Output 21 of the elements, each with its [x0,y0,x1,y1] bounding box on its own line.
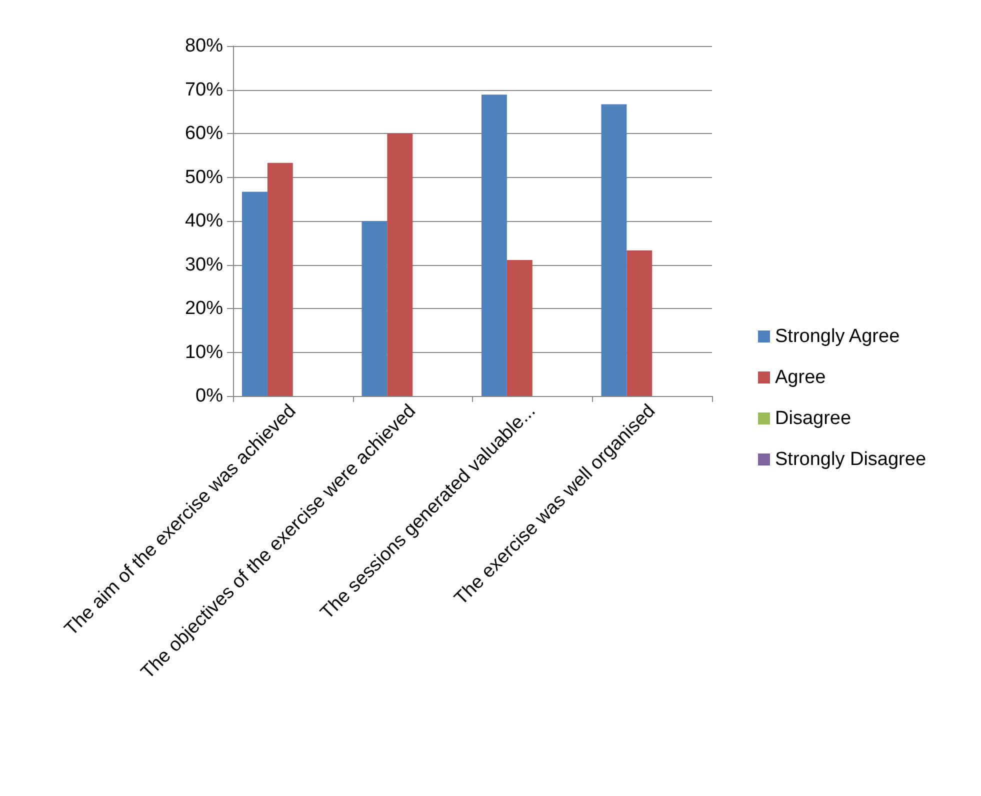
y-tick-label: 40% [184,210,224,232]
y-tick-label: 0% [196,386,224,406]
y-tick-label: 20% [184,298,224,319]
legend-label: Strongly Disagree [775,449,926,470]
y-tick-label: 60% [184,123,224,144]
legend-label: Disagree [775,408,852,429]
bar [362,221,388,396]
legend-label: Agree [775,367,826,388]
bar [601,104,627,396]
legend-label: Strongly Agree [775,326,900,347]
bar [242,192,268,396]
y-tick-label: 50% [184,166,224,188]
bar [481,94,507,396]
bar [387,134,413,396]
y-tick-label: 30% [184,254,224,276]
y-tick-label: 80% [184,36,224,56]
bar [267,162,293,396]
bar [506,260,532,396]
y-tick-label: 10% [184,342,224,363]
y-tick-label: 70% [184,79,224,100]
bar [626,250,652,396]
